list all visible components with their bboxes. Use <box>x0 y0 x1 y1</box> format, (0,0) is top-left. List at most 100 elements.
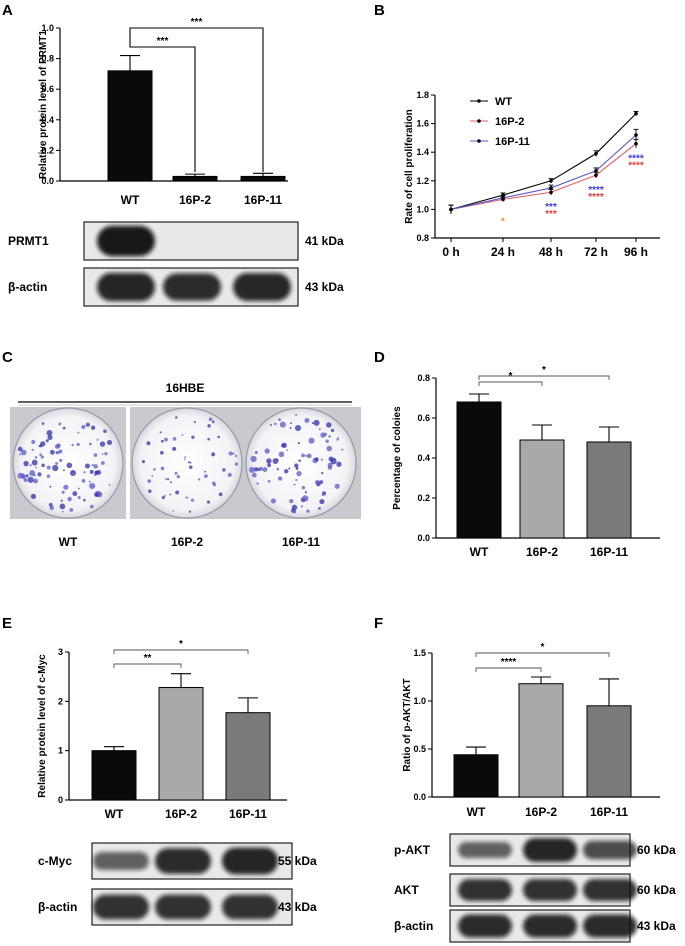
x-tick-label: WT <box>470 545 489 559</box>
dish-label: 16P-11 <box>282 535 320 549</box>
blot-protein-label: AKT <box>394 883 419 897</box>
blot-protein-label: β-actin <box>8 280 47 294</box>
y-tick-label: 0.6 <box>417 413 430 423</box>
colony-dot <box>211 452 216 457</box>
blot-band <box>458 842 512 858</box>
colony-dot <box>49 449 55 455</box>
blot-kda-label: 43 kDa <box>278 900 317 914</box>
colony-dot <box>318 507 321 510</box>
bar-16p-2 <box>519 439 565 539</box>
data-point <box>549 179 553 183</box>
colony-dot <box>147 479 152 483</box>
colony-dot <box>96 438 99 441</box>
colony-dot <box>291 504 298 511</box>
colony-dot <box>161 496 165 500</box>
colony-dot <box>108 483 111 486</box>
y-axis-title: Percentage of coloies <box>392 406 403 510</box>
y-tick-label: 1.5 <box>413 648 426 658</box>
chart-e-cmyc-bar: 0 1 2 3 Relative protein level of c-Myc WT 16P… <box>37 639 287 821</box>
x-tick-label: 16P-2 <box>165 807 197 821</box>
colony-dot <box>93 453 98 457</box>
colony-dot <box>254 451 258 454</box>
x-tick-label: WT <box>105 807 124 821</box>
colony-dot <box>77 431 80 434</box>
colony-dot <box>301 453 305 458</box>
significance-bracket <box>475 667 542 672</box>
significance-bracket <box>129 42 196 172</box>
bar-wt <box>107 70 153 182</box>
colony-dot <box>17 472 24 479</box>
colony-dot <box>228 451 233 456</box>
colony-dot <box>208 417 213 422</box>
colony-dot <box>35 466 37 469</box>
colony-dot <box>47 434 53 441</box>
colony-dot <box>148 489 152 494</box>
colony-dot <box>54 444 60 449</box>
colony-dot <box>101 453 104 455</box>
annotation-red: * <box>501 216 505 227</box>
colony-dot <box>306 453 312 459</box>
colony-dot <box>89 442 92 446</box>
y-axis-title: Relative protein level of c-Myc <box>37 654 48 798</box>
colony-dot <box>89 469 94 474</box>
colony-dot <box>52 464 59 472</box>
colony-dot <box>81 478 86 483</box>
colony-dot <box>81 424 86 430</box>
colony-dot <box>274 422 277 426</box>
colony-dot <box>59 458 63 462</box>
colony-dot <box>100 461 105 465</box>
colony-dot <box>23 460 29 467</box>
colony-dot <box>17 446 23 452</box>
colony-dot <box>29 464 32 467</box>
data-point <box>634 133 638 137</box>
annotation-red: **** <box>628 161 644 172</box>
data-point <box>549 186 553 190</box>
colony-dot <box>84 463 90 469</box>
blot-kda-label: 41 kDa <box>305 234 344 248</box>
x-tick-label: 16P-11 <box>590 805 628 819</box>
colony-dot <box>334 483 340 489</box>
blot-kda-label: 60 kDa <box>637 883 676 897</box>
x-tick-label: 24 h <box>491 245 515 259</box>
annotation-blue: **** <box>628 154 644 165</box>
colony-dot <box>333 458 336 460</box>
colony-dot <box>188 465 193 469</box>
colony-dot <box>222 468 226 472</box>
colony-dot <box>31 440 36 444</box>
colony-dot <box>295 414 297 416</box>
colony-dot <box>193 421 196 424</box>
colony-dot <box>91 463 94 467</box>
blot-kda-label: 60 kDa <box>637 843 676 857</box>
colony-dot <box>341 448 344 451</box>
y-tick-label: 0.0 <box>413 792 426 802</box>
colony-dot <box>284 469 289 474</box>
significance-label: * <box>179 639 183 650</box>
colony-dot <box>29 470 36 477</box>
y-tick-label: 2 <box>58 696 63 706</box>
blot-protein-label: p-AKT <box>394 843 431 857</box>
colony-dot <box>60 499 63 502</box>
colony-dot <box>27 476 34 483</box>
culture-dish <box>245 407 357 519</box>
colony-dot <box>71 443 74 447</box>
colony-dot <box>305 454 308 457</box>
colony-dot <box>308 437 315 444</box>
colony-dot <box>328 435 331 438</box>
chart-d-colony-bar: 0.0 0.2 0.4 0.6 0.8 Percentage of coloies WT 16… <box>392 365 660 559</box>
colony-dot <box>33 478 38 484</box>
y-tick-label: 0.0 <box>41 176 54 186</box>
colony-dot <box>281 442 287 448</box>
x-tick-label: 0 h <box>442 245 459 259</box>
colony-dot <box>289 422 292 425</box>
y-tick-label: 0 <box>58 795 63 805</box>
bar-16p-2 <box>158 687 204 801</box>
colony-dot <box>232 452 235 455</box>
y-tick-label: 3 <box>58 647 63 657</box>
x-tick-label: WT <box>121 193 140 207</box>
western-blot-a: PRMT1 41 kDa β-actin 43 kDa <box>8 221 344 307</box>
colony-dot <box>63 469 65 472</box>
colony-dot <box>83 471 86 474</box>
legend-label: WT <box>495 96 512 108</box>
colony-dot <box>304 418 310 423</box>
bar-wt <box>456 401 502 539</box>
